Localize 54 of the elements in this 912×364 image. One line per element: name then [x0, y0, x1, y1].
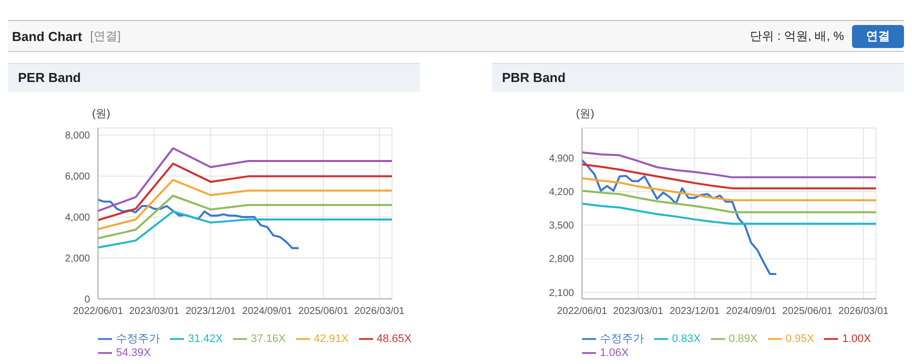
y-tick-label: 4,000: [64, 212, 90, 224]
x-tick-label: 2025/06/01: [298, 306, 349, 318]
y-tick-label: 0: [84, 294, 90, 306]
x-tick-label: 2023/03/01: [613, 306, 664, 318]
text: [연결]: [90, 28, 121, 44]
x-tick-label: 2023/03/01: [129, 306, 180, 318]
line-series: [582, 202, 876, 225]
line-series: [98, 194, 392, 240]
legend-label: 0.89X: [728, 332, 758, 345]
text: Band Chart: [11, 28, 82, 44]
y-tick-label: 3,500: [548, 220, 574, 232]
y-tick-label: 2,100: [548, 288, 574, 299]
legend-label: 37.16X: [250, 332, 286, 345]
line-series: [98, 162, 392, 222]
y-tick-label: 4,900: [548, 154, 574, 165]
x-tick-label: 2024/09/01: [726, 306, 777, 318]
x-tick-label: 2026/03/01: [354, 306, 405, 318]
legend-label: 54.39X: [116, 346, 151, 359]
legend-label: 42.91X: [314, 332, 349, 345]
legend-label: 0.95X: [786, 332, 814, 345]
x-tick-label: 2025/06/01: [782, 306, 833, 318]
y-tick-label: 2,800: [548, 254, 574, 266]
text: 연결: [852, 24, 904, 48]
legend-label: 48.65X: [376, 332, 412, 345]
legend-label: 0.83X: [672, 332, 701, 345]
legend-label: 수정주가: [600, 332, 644, 345]
legend-label: 1.00X: [842, 332, 871, 345]
x-tick-label: 2022/06/01: [556, 306, 608, 318]
chart-title: PER Band: [8, 63, 420, 92]
y-tick-label: 2,000: [64, 254, 90, 265]
legend-label: 31.42X: [188, 332, 223, 345]
x-tick-label: 2024/09/01: [242, 306, 293, 318]
line-series: [98, 210, 392, 249]
line-series: [98, 147, 392, 212]
y-tick-label: 8,000: [64, 130, 90, 142]
chart-title: PBR Band: [492, 63, 904, 92]
x-tick-label: 2023/12/01: [670, 306, 720, 318]
line-series: [582, 151, 876, 178]
y-axis-title: (원): [92, 107, 110, 121]
y-tick-label: 6,000: [64, 172, 90, 183]
y-tick-label: 4,200: [548, 187, 574, 198]
line-series: [582, 177, 876, 202]
x-tick-label: 2022/06/01: [72, 306, 124, 318]
legend-label: 수정주가: [116, 332, 160, 345]
line-series: [582, 159, 778, 276]
text: 단위 : 억원, 배, %: [750, 28, 844, 44]
legend-label: 1.06X: [600, 346, 629, 359]
line-series: [582, 163, 876, 190]
x-tick-label: 2023/12/01: [186, 306, 236, 318]
y-axis-title: (원): [576, 107, 594, 121]
line-series: [98, 198, 300, 250]
x-tick-label: 2026/03/01: [838, 306, 889, 318]
line-series: [582, 190, 876, 214]
line-series: [98, 178, 392, 230]
